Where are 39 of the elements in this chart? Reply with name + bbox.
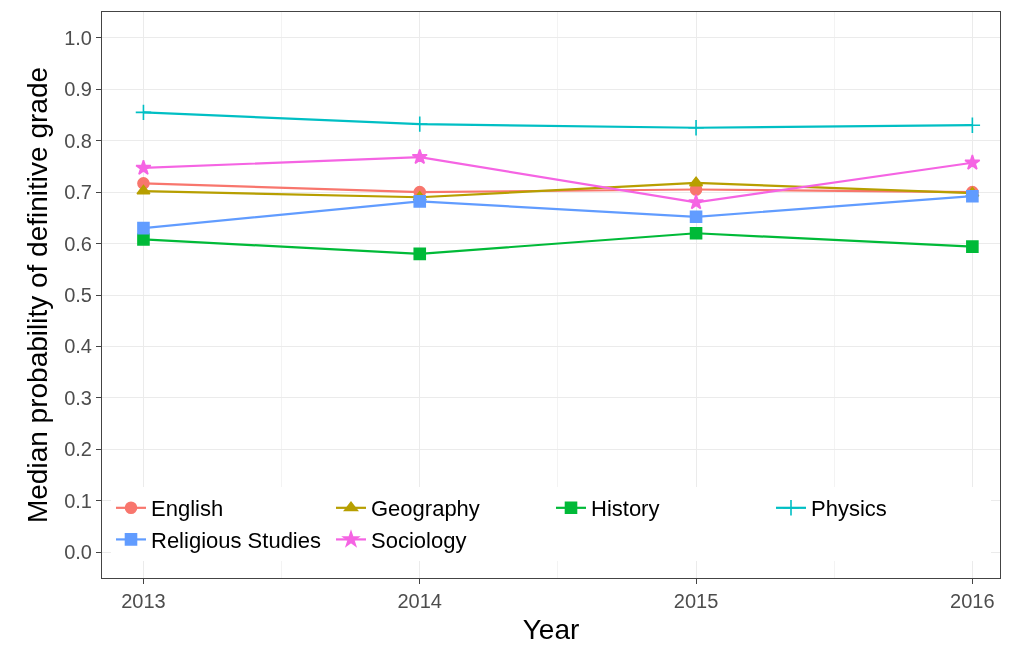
y-tick-label: 0.3 xyxy=(64,386,92,409)
point xyxy=(689,210,703,224)
legend-label: Religious Studies xyxy=(151,528,321,553)
point xyxy=(966,189,979,203)
legend-label: Geography xyxy=(371,496,480,522)
point xyxy=(136,184,151,195)
legend-label: History xyxy=(591,496,660,522)
y-tick-label: 0.7 xyxy=(64,181,92,204)
x-tick-label: 2015 xyxy=(673,590,719,612)
point xyxy=(411,148,428,165)
x-tick-label: 2013 xyxy=(121,590,166,612)
x-axis-title: Year xyxy=(522,614,580,646)
point xyxy=(963,116,981,134)
point xyxy=(413,195,427,208)
y-tick-label: 1.0 xyxy=(64,26,92,49)
x-tick-label: 2014 xyxy=(397,590,442,612)
point xyxy=(135,159,152,175)
legend-label: Physics xyxy=(811,496,887,522)
y-tick-label: 0.6 xyxy=(64,232,92,255)
point xyxy=(964,154,981,170)
point xyxy=(137,221,150,235)
y-tick-label: 0.2 xyxy=(64,438,92,461)
point xyxy=(413,247,427,261)
y-tick-label: 0.4 xyxy=(64,335,92,358)
legend-label: Sociology xyxy=(371,528,467,553)
y-tick-label: 0.5 xyxy=(64,284,92,306)
legend-label: English xyxy=(151,496,224,522)
x-tick-label: 2016 xyxy=(950,590,995,612)
point xyxy=(966,240,979,253)
point xyxy=(137,233,150,246)
y-tick-label: 0.0 xyxy=(64,541,92,564)
point xyxy=(411,115,429,133)
point xyxy=(689,226,703,240)
y-tick-label: 0.1 xyxy=(64,489,92,512)
point xyxy=(134,103,152,121)
y-tick-label: 0.8 xyxy=(64,129,92,152)
y-axis-title: Median probability of definitive grade xyxy=(21,66,53,524)
y-tick-label: 0.9 xyxy=(64,78,92,101)
point xyxy=(687,193,705,210)
